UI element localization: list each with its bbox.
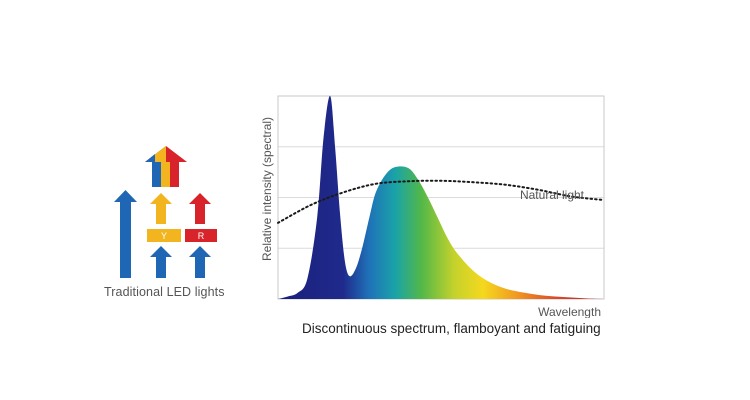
led-arrows-diagram: Y R [114, 146, 217, 278]
led-caption: Traditional LED lights [104, 285, 225, 299]
yellow-box: Y [147, 229, 181, 242]
red-box-label: R [198, 231, 205, 241]
chart-caption: Discontinuous spectrum, flamboyant and f… [302, 321, 601, 336]
led-spectrum-area [278, 95, 604, 299]
yellow-arrow [150, 193, 172, 224]
red-arrow [189, 193, 211, 224]
natural-light-curve [277, 179, 605, 224]
tricolor-arrow [145, 146, 187, 187]
blue-arrow-bottom-left [150, 246, 172, 278]
yellow-box-label: Y [161, 231, 167, 241]
tall-blue-arrow [114, 190, 137, 278]
spectrum-chart: Natural light Wavelength Relative intens… [260, 95, 605, 318]
natural-light-label: Natural light [520, 188, 585, 202]
red-box: R [185, 229, 217, 242]
y-axis-label: Relative intensity (spectral) [260, 117, 274, 261]
x-axis-label: Wavelength [538, 305, 601, 318]
blue-arrow-bottom-right [189, 246, 211, 278]
